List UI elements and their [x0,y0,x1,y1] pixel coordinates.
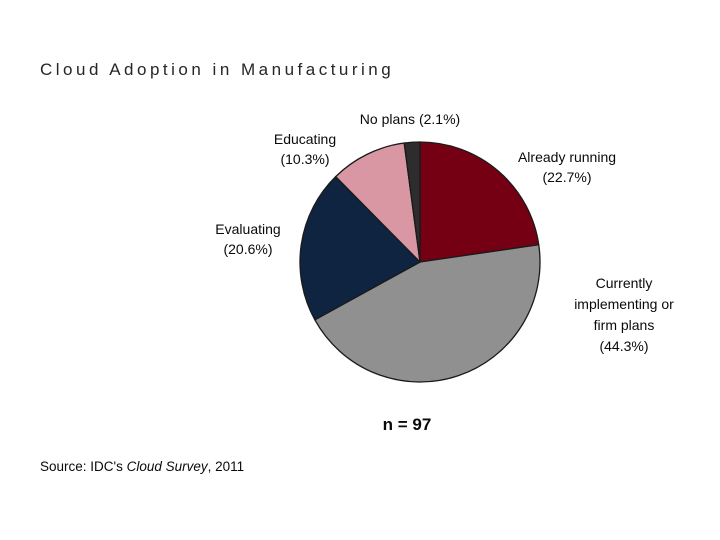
pie-label-currently-implementing: Currently implementing or firm plans (44… [534,273,714,357]
pie-slice-already-running [419,141,540,263]
page-title: Cloud Adoption in Manufacturing [40,60,395,79]
label-line: (22.7%) [542,169,592,185]
source-title: Cloud Survey [126,459,208,474]
pie-slice-evaluating [299,175,421,321]
pie-label-educating: Educating (10.3%) [215,129,395,169]
label-line: Educating [273,131,337,147]
label-line: Already running [517,149,617,165]
label-line: (10.3%) [280,151,330,167]
pie-label-already-running: Already running (22.7%) [477,147,657,187]
source-suffix: , 2011 [207,459,245,474]
source-prefix: Source: IDC's [40,459,127,474]
label-line: (20.6%) [223,241,273,257]
label-line: (44.3%) [599,338,649,354]
label-line: implementing or [574,296,674,312]
label-line: Evaluating [215,221,281,237]
pie-slice-no-plans [403,141,421,263]
source-citation: Source: IDC's Cloud Survey, 2011 [40,459,244,474]
label-line: firm plans [593,317,655,333]
sample-size-label: n = 97 [382,415,432,434]
pie-slice-currently-implementing-or-firm-plans [314,244,541,383]
pie-slice-educating [335,142,421,263]
pie-label-evaluating: Evaluating (20.6%) [158,219,338,259]
label-line: No plans (2.1%) [359,111,461,127]
label-line: Currently [595,275,653,291]
pie-label-no-plans: No plans (2.1%) [320,109,500,129]
